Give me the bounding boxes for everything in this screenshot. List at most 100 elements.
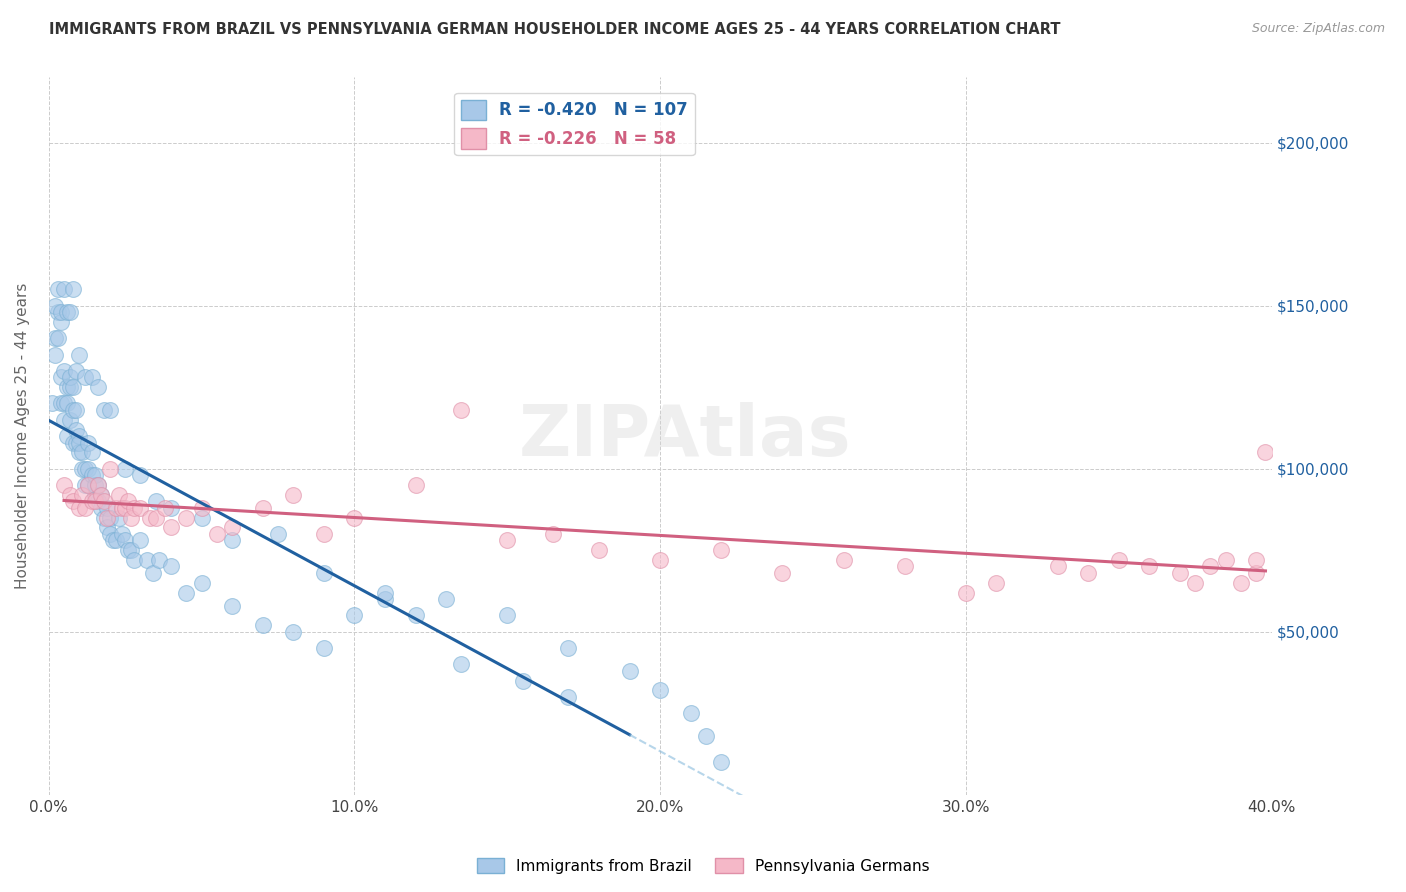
Point <box>374 592 396 607</box>
Point <box>44 299 66 313</box>
Point <box>80 445 103 459</box>
Point <box>496 533 519 548</box>
Point <box>67 445 90 459</box>
Point <box>56 305 79 319</box>
Legend: Immigrants from Brazil, Pennsylvania Germans: Immigrants from Brazil, Pennsylvania Ger… <box>471 852 935 880</box>
Point <box>695 729 717 743</box>
Point <box>105 533 128 548</box>
Point <box>53 364 76 378</box>
Point <box>44 331 66 345</box>
Point <box>1184 575 1206 590</box>
Point <box>80 370 103 384</box>
Point <box>129 533 152 548</box>
Point <box>176 585 198 599</box>
Point <box>221 533 243 548</box>
Point <box>56 429 79 443</box>
Point <box>252 618 274 632</box>
Point <box>160 520 183 534</box>
Point <box>312 566 335 580</box>
Point <box>832 553 855 567</box>
Point <box>450 403 472 417</box>
Point <box>124 500 146 515</box>
Point <box>98 510 121 524</box>
Point <box>72 445 94 459</box>
Text: ZIPAtlas: ZIPAtlas <box>519 401 851 471</box>
Point <box>129 500 152 515</box>
Point <box>86 478 108 492</box>
Point <box>541 527 564 541</box>
Point <box>65 435 87 450</box>
Legend: R = -0.420   N = 107, R = -0.226   N = 58: R = -0.420 N = 107, R = -0.226 N = 58 <box>454 93 695 155</box>
Point <box>114 500 136 515</box>
Point <box>83 478 105 492</box>
Point <box>114 533 136 548</box>
Point <box>120 510 142 524</box>
Point <box>77 461 100 475</box>
Point <box>86 478 108 492</box>
Point <box>59 370 82 384</box>
Point <box>75 370 97 384</box>
Point <box>1246 566 1268 580</box>
Point <box>59 413 82 427</box>
Point <box>108 510 131 524</box>
Point <box>619 664 641 678</box>
Point <box>59 488 82 502</box>
Point <box>557 640 579 655</box>
Point <box>46 331 69 345</box>
Point <box>75 461 97 475</box>
Point <box>772 566 794 580</box>
Point <box>62 282 84 296</box>
Point <box>108 488 131 502</box>
Point <box>986 575 1008 590</box>
Text: Source: ZipAtlas.com: Source: ZipAtlas.com <box>1251 22 1385 36</box>
Point <box>86 494 108 508</box>
Point <box>1168 566 1191 580</box>
Point <box>114 461 136 475</box>
Point <box>221 599 243 613</box>
Point <box>105 500 128 515</box>
Point <box>1137 559 1160 574</box>
Point <box>496 608 519 623</box>
Point <box>955 585 977 599</box>
Point <box>77 478 100 492</box>
Point <box>267 527 290 541</box>
Point <box>77 478 100 492</box>
Point <box>176 510 198 524</box>
Point <box>120 543 142 558</box>
Point <box>93 494 115 508</box>
Point <box>434 592 457 607</box>
Point <box>80 468 103 483</box>
Point <box>90 488 112 502</box>
Point <box>65 403 87 417</box>
Point <box>160 559 183 574</box>
Point <box>343 510 366 524</box>
Point <box>59 305 82 319</box>
Point <box>252 500 274 515</box>
Point <box>1108 553 1130 567</box>
Point <box>59 380 82 394</box>
Point <box>679 706 702 721</box>
Point <box>710 755 733 769</box>
Point <box>46 282 69 296</box>
Point <box>44 347 66 361</box>
Point <box>117 494 139 508</box>
Text: IMMIGRANTS FROM BRAZIL VS PENNSYLVANIA GERMAN HOUSEHOLDER INCOME AGES 25 - 44 YE: IMMIGRANTS FROM BRAZIL VS PENNSYLVANIA G… <box>49 22 1060 37</box>
Point <box>56 396 79 410</box>
Point <box>72 461 94 475</box>
Point <box>145 494 167 508</box>
Point <box>96 510 118 524</box>
Point <box>62 435 84 450</box>
Point <box>312 527 335 541</box>
Point <box>893 559 915 574</box>
Point <box>111 527 134 541</box>
Point <box>41 396 63 410</box>
Point <box>190 575 212 590</box>
Y-axis label: Householder Income Ages 25 - 44 years: Householder Income Ages 25 - 44 years <box>15 283 30 590</box>
Point <box>205 527 228 541</box>
Point <box>283 624 305 639</box>
Point <box>117 543 139 558</box>
Point <box>96 520 118 534</box>
Point <box>405 478 427 492</box>
Point <box>153 500 176 515</box>
Point <box>588 543 610 558</box>
